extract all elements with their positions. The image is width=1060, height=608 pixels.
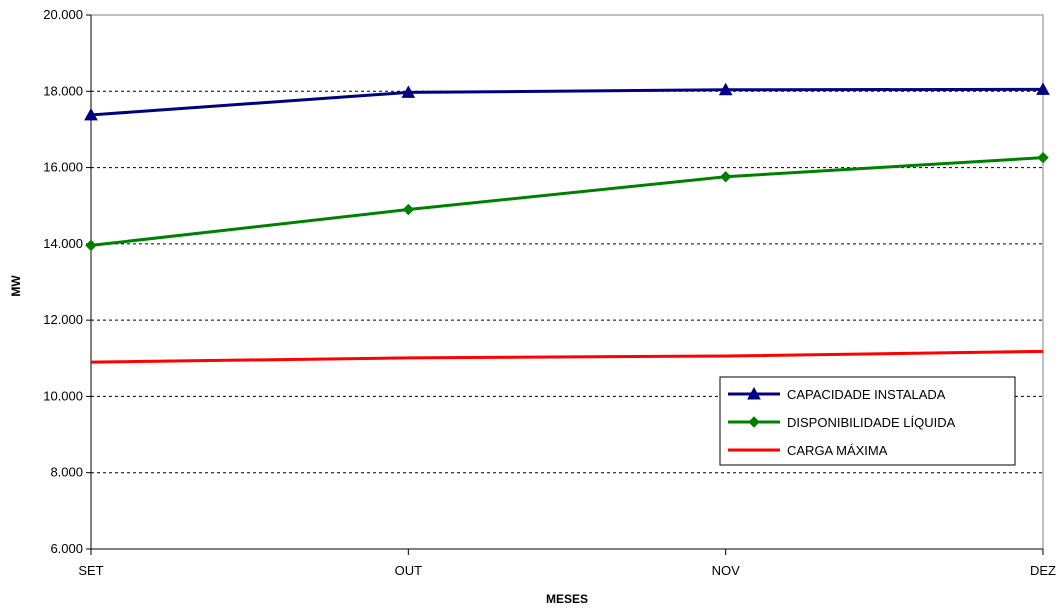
series-line-0 [90, 87, 1044, 117]
y-tick-label-4: 14.000 [43, 236, 83, 251]
point-0-2 [718, 82, 733, 96]
y-tick-label-0: 6.000 [50, 541, 83, 556]
series-line-2 [90, 349, 1044, 364]
legend-marker-1 [748, 416, 760, 428]
series-2 [90, 349, 1044, 364]
series-layer [84, 82, 1050, 364]
point-1-1 [402, 203, 415, 216]
legend-label-0: CAPACIDADE INSTALADA [787, 387, 946, 402]
x-tick-label-3: DEZ [1030, 563, 1056, 578]
y-tick-label-5: 16.000 [43, 160, 83, 175]
legend-marker-0 [747, 386, 761, 400]
x-tick-label-1: OUT [395, 563, 423, 578]
y-tick-label-6: 18.000 [43, 83, 83, 98]
legend-label-1: DISPONIBILIDADE LÍQUIDA [787, 415, 956, 430]
axes: 6.000 8.000 10.000 12.000 14.000 16.000 18.000… [43, 7, 1056, 578]
series-0 [84, 82, 1050, 121]
point-1-2 [719, 171, 732, 183]
series-1 [85, 151, 1049, 252]
y-tick-label-1: 8.000 [50, 465, 83, 480]
y-tick-label-2: 10.000 [43, 388, 83, 403]
y-axis-title: MW [9, 275, 23, 297]
legend-label-2: CARGA MÁXIMA [787, 443, 888, 458]
plot-area-frame [90, 14, 1044, 550]
point-0-1 [401, 85, 416, 98]
x-tick-label-0: SET [78, 563, 103, 578]
x-tick-label-2: NOV [712, 563, 741, 578]
y-tick-label-3: 12.000 [43, 312, 83, 327]
point-1-0 [85, 239, 97, 252]
point-0-0 [84, 107, 98, 121]
series-line-1 [90, 156, 1044, 247]
legend: CAPACIDADE INSTALADA DISPONIBILIDADE LÍQU… [719, 376, 1016, 466]
point-0-3 [1036, 82, 1050, 95]
point-1-3 [1037, 151, 1049, 164]
x-axis-title: MESES [546, 592, 588, 606]
y-tick-label-7: 20.000 [43, 7, 83, 22]
